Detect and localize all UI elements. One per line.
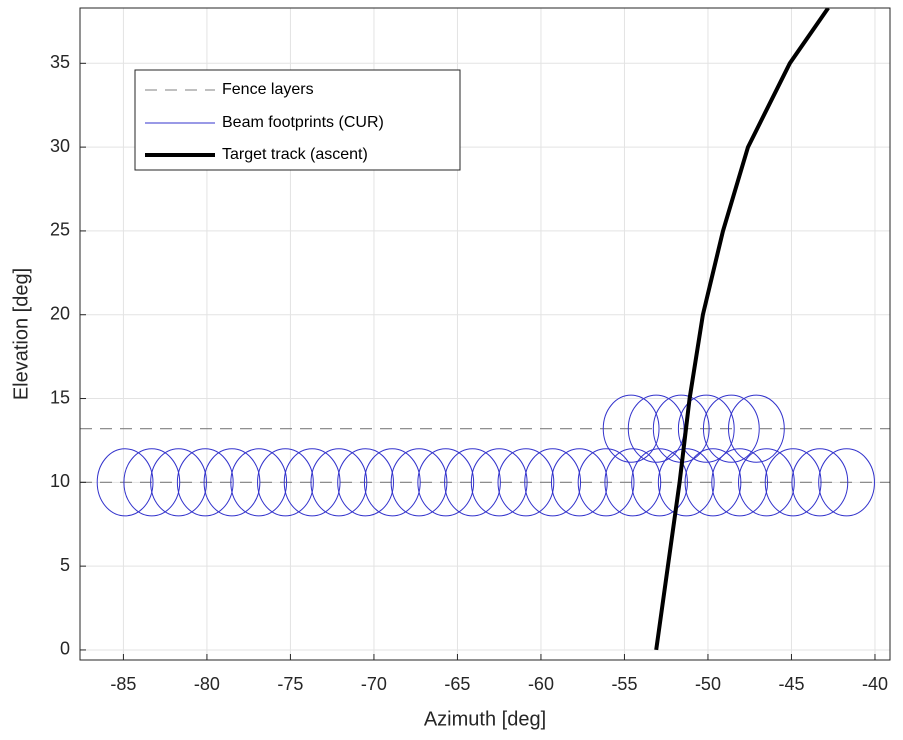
beam-footprint [310, 448, 368, 517]
x-tick-label: -75 [277, 674, 303, 694]
y-tick-label: 35 [50, 52, 70, 72]
y-tick-label: 5 [60, 555, 70, 575]
beam-footprint [470, 448, 528, 517]
beam-footprint [604, 448, 662, 517]
beam-footprint [702, 394, 760, 463]
legend-label: Beam footprints (CUR) [222, 114, 384, 131]
beam-footprint [257, 448, 314, 517]
beam-footprint [230, 448, 288, 517]
beam-footprint [818, 448, 875, 517]
beam-footprint [711, 448, 769, 517]
beam-footprint [602, 394, 660, 463]
beam-footprint [417, 448, 475, 517]
beam-footprint [123, 448, 181, 517]
beam-footprint [150, 448, 207, 517]
y-tick-label: 15 [50, 387, 70, 407]
beam-footprint [631, 448, 688, 517]
beam-footprint [176, 448, 234, 517]
legend: Fence layers Beam footprints (CUR) Targe… [134, 69, 461, 171]
y-axis-label: Elevation [deg] [10, 268, 32, 400]
beam-footprint [96, 448, 154, 517]
x-tick-label: -45 [778, 674, 804, 694]
x-tick-label: -65 [444, 674, 470, 694]
x-tick-label: -85 [110, 674, 136, 694]
y-tick-label: 10 [50, 471, 70, 491]
beam-footprint [728, 394, 785, 463]
beam-footprint [791, 448, 849, 517]
y-tick-label: 0 [60, 639, 70, 659]
x-tick-label: -50 [695, 674, 721, 694]
x-tick-label: -80 [194, 674, 220, 694]
beam-footprint [684, 448, 742, 517]
legend-label: Fence layers [222, 81, 314, 98]
axes-box [79, 7, 891, 661]
legend-label: Target track (ascent) [222, 146, 368, 163]
beam-footprint [764, 448, 822, 517]
beam-footprint [444, 448, 501, 517]
x-tick-label: -60 [528, 674, 554, 694]
beam-footprint [363, 448, 421, 517]
beam-footprint [283, 448, 341, 517]
y-tick-label: 25 [50, 220, 70, 240]
beam-footprint [497, 448, 555, 517]
beam-footprint [550, 448, 608, 517]
beam-footprint [577, 448, 635, 517]
beam-footprint [677, 394, 735, 463]
x-tick-label: -40 [862, 674, 888, 694]
y-tick-label: 20 [50, 303, 70, 323]
marks [80, 8, 890, 651]
y-tick-label: 30 [50, 136, 70, 156]
x-tick-label: -70 [361, 674, 387, 694]
x-tick-label: -55 [611, 674, 637, 694]
beam-footprint [203, 448, 261, 517]
beam-footprint [524, 448, 582, 517]
beam-footprint [390, 448, 448, 517]
x-axis-label: Azimuth [deg] [424, 708, 546, 730]
target-track [654, 8, 830, 651]
beam-footprint [657, 448, 715, 517]
beam-footprint [738, 448, 795, 517]
beam-footprint [337, 448, 394, 517]
